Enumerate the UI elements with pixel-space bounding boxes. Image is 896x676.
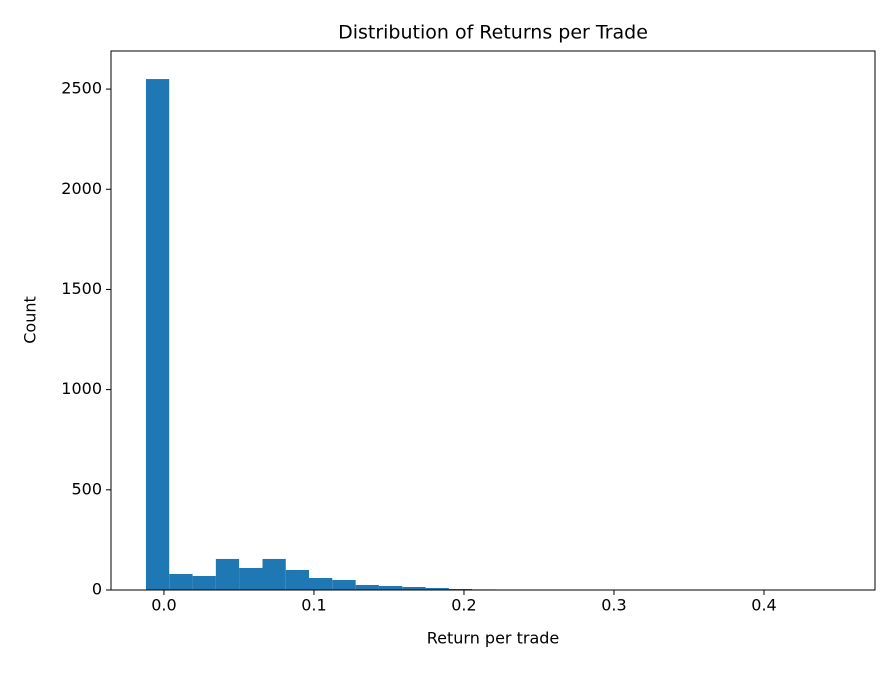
- y-tick-label: 0: [92, 580, 102, 599]
- y-tick-label: 1000: [61, 379, 102, 398]
- bar: [193, 576, 216, 590]
- y-tick-label: 1500: [61, 279, 102, 298]
- x-tick-label: 0.0: [151, 596, 176, 615]
- bar: [146, 79, 169, 590]
- bar: [239, 568, 262, 590]
- y-tick-label: 500: [71, 479, 102, 498]
- x-tick-label: 0.2: [451, 596, 476, 615]
- bar: [263, 559, 286, 590]
- bar: [169, 574, 192, 590]
- x-tick-label: 0.1: [301, 596, 326, 615]
- x-axis-label: Return per trade: [427, 629, 560, 648]
- plot-frame: [111, 51, 875, 590]
- bar: [332, 580, 355, 590]
- y-axis-label: Count: [21, 296, 40, 344]
- chart-title: Distribution of Returns per Trade: [338, 22, 648, 44]
- bar: [356, 585, 379, 590]
- y-tick-label: 2500: [61, 79, 102, 98]
- bar: [216, 559, 239, 590]
- bar: [379, 586, 402, 590]
- bar: [286, 570, 309, 590]
- bar: [309, 578, 332, 590]
- y-tick-label: 2000: [61, 179, 102, 198]
- x-tick-label: 0.3: [601, 596, 626, 615]
- x-tick-label: 0.4: [751, 596, 776, 615]
